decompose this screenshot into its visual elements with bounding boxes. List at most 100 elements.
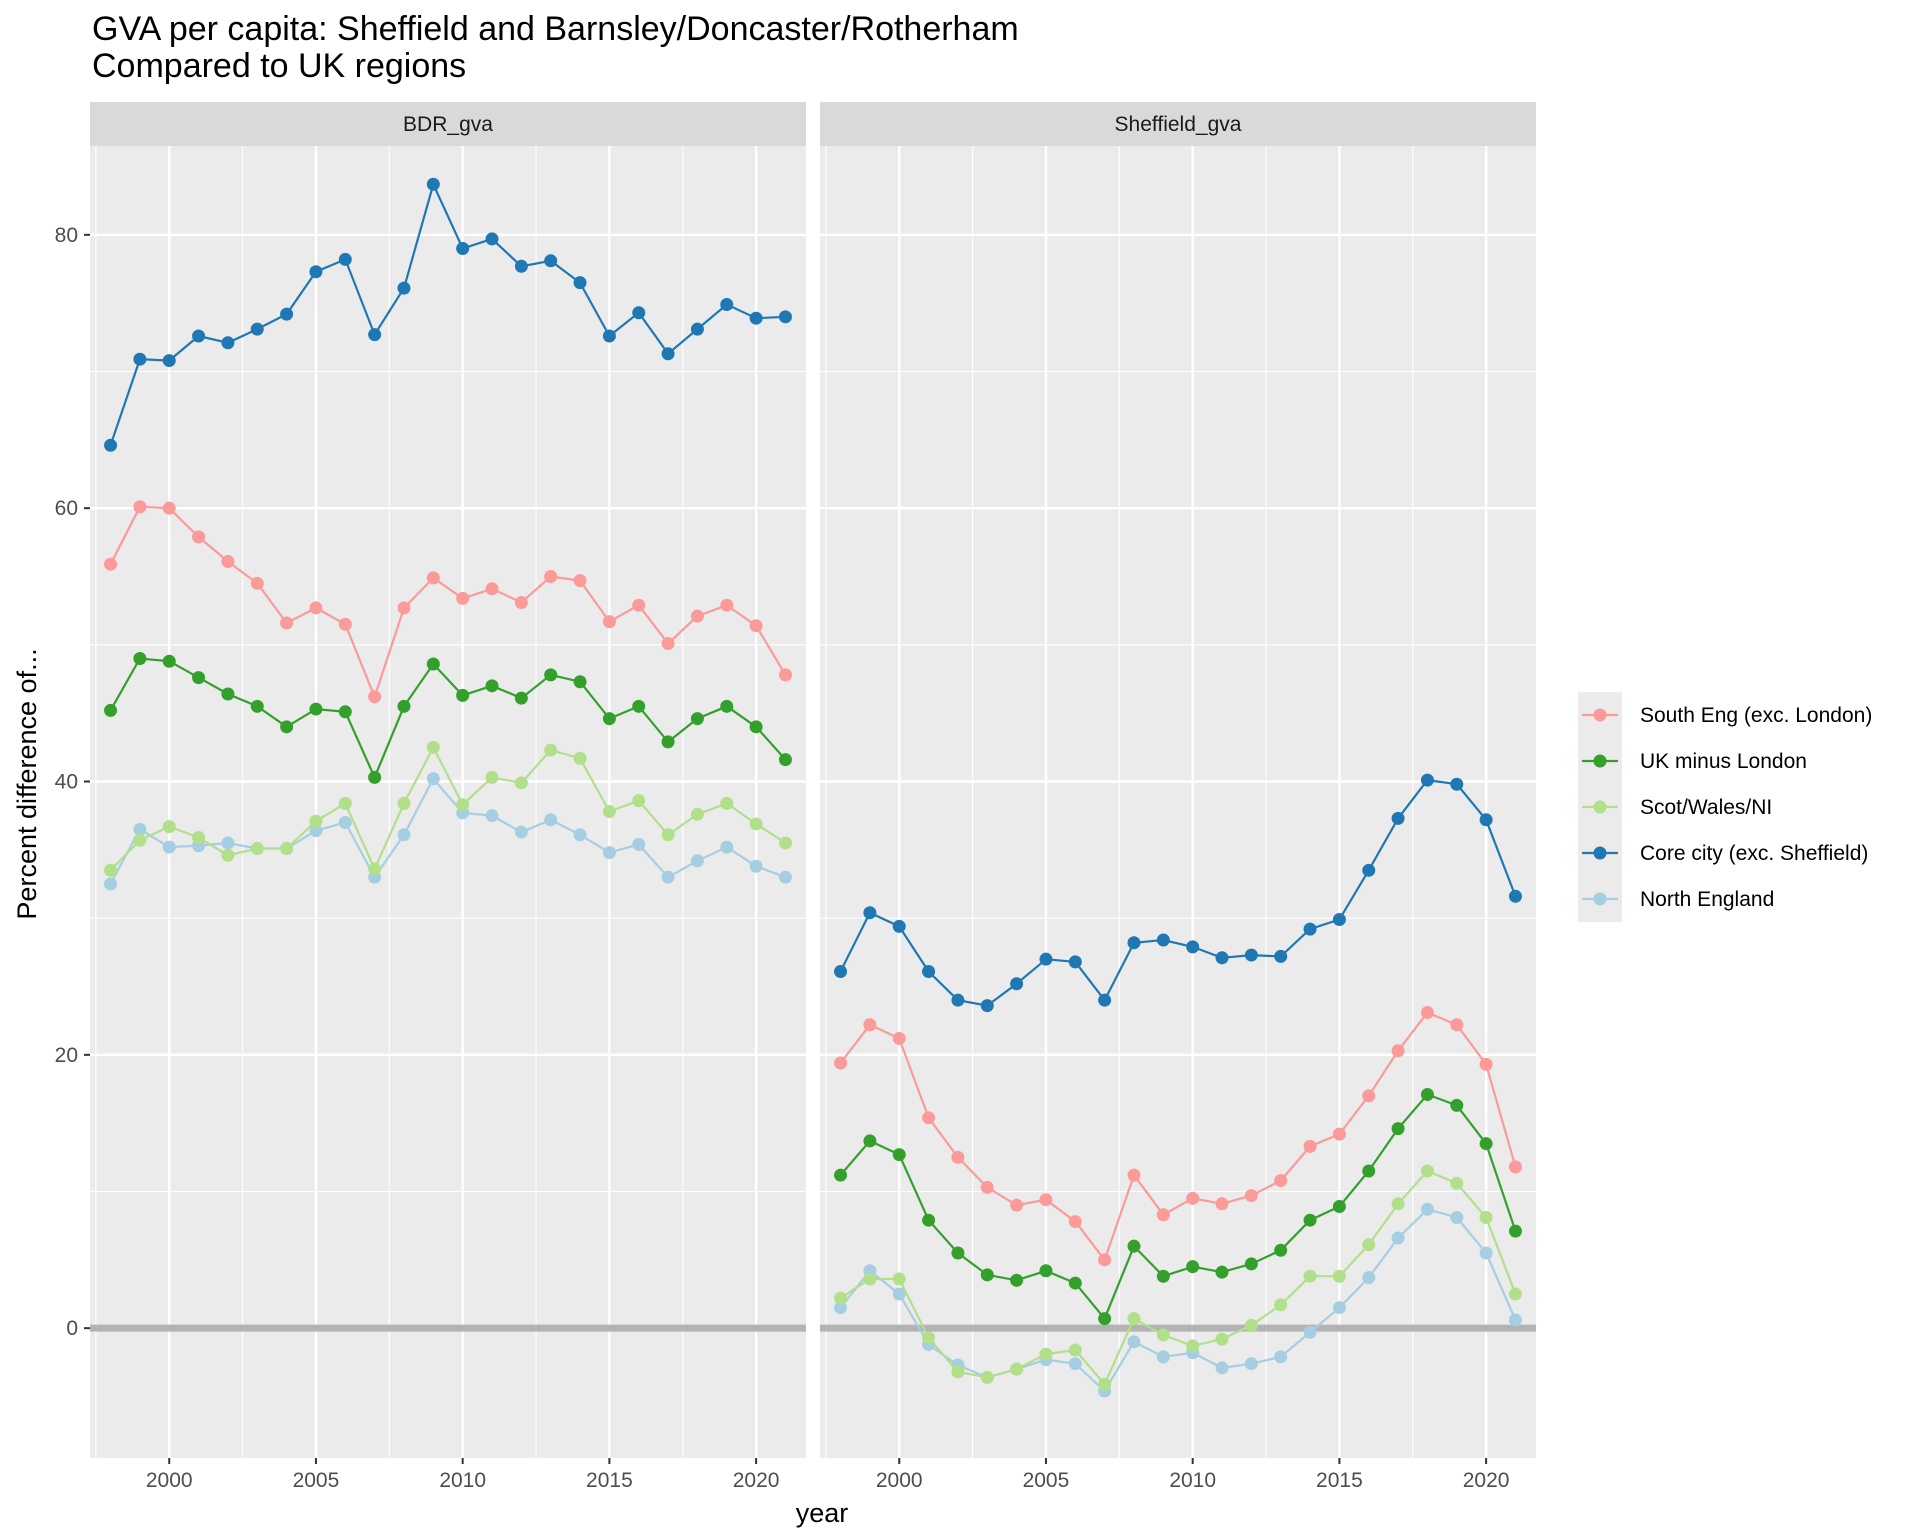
data-point: [485, 582, 499, 596]
data-point: [192, 831, 206, 845]
data-point: [1508, 1224, 1522, 1238]
data-point: [1098, 1377, 1112, 1391]
data-point: [749, 311, 763, 325]
data-point: [426, 571, 440, 585]
y-tick-label: 80: [55, 224, 78, 247]
data-point: [309, 814, 323, 828]
data-point: [1508, 1160, 1522, 1174]
data-point: [749, 720, 763, 734]
data-point: [1098, 1312, 1112, 1326]
data-point: [338, 796, 352, 810]
data-point: [1156, 1269, 1170, 1283]
legend-key-point: [1593, 800, 1607, 814]
data-point: [1274, 1174, 1288, 1188]
data-point: [690, 854, 704, 868]
data-point: [602, 329, 616, 343]
data-point: [338, 816, 352, 829]
data-point: [573, 276, 587, 290]
panel-background: [90, 146, 806, 1458]
panel-BDR_gva: BDR_gva 0 20 40 60 80 2000 2005 2010 2015 2020: [55, 102, 806, 1492]
data-point: [485, 809, 499, 823]
data-point: [104, 877, 118, 891]
data-point: [1010, 977, 1024, 991]
data-point: [1420, 1164, 1434, 1178]
data-point: [1010, 1198, 1024, 1212]
series-line: [839, 1169, 1517, 1387]
series-line: [839, 778, 1517, 1007]
data-point: [221, 848, 235, 862]
data-point: [1391, 1197, 1405, 1211]
x-tick-label: 2000: [876, 1469, 923, 1492]
data-point: [1274, 949, 1288, 963]
data-point: [1508, 889, 1522, 903]
data-point: [1098, 1253, 1112, 1267]
data-point: [280, 720, 294, 734]
data-point: [1039, 1347, 1053, 1361]
x-tick-label: 2005: [293, 1469, 340, 1492]
data-point: [1127, 1239, 1141, 1253]
data-point: [1039, 1264, 1053, 1278]
data-point: [661, 870, 675, 884]
data-point: [1362, 863, 1376, 877]
legend-key-point: [1593, 708, 1607, 722]
data-point: [485, 232, 499, 246]
data-point: [1303, 1213, 1317, 1227]
data-point: [426, 657, 440, 671]
data-point: [338, 252, 352, 266]
data-point: [1244, 1189, 1258, 1203]
data-point: [661, 347, 675, 361]
chart-title: GVA per capita: Sheffield and Barnsley/D…: [92, 10, 1019, 48]
data-point: [1362, 1271, 1376, 1285]
data-point: [778, 836, 792, 850]
data-point: [951, 1246, 965, 1260]
data-point: [162, 840, 176, 854]
data-point: [1156, 1328, 1170, 1342]
legend-item: UK minus London: [1578, 738, 1807, 784]
data-point: [892, 1148, 906, 1162]
data-point: [778, 668, 792, 682]
data-point: [720, 298, 734, 312]
data-point: [690, 322, 704, 336]
data-point: [1303, 922, 1317, 936]
data-point: [1362, 1164, 1376, 1178]
data-point: [1156, 1208, 1170, 1222]
chart-subtitle: Compared to UK regions: [92, 47, 466, 85]
data-point: [892, 919, 906, 933]
data-point: [1391, 1122, 1405, 1136]
data-point: [309, 824, 323, 838]
data-point: [309, 702, 323, 716]
data-point: [162, 354, 176, 368]
strip-label: BDR_gva: [403, 113, 493, 136]
series-line: [839, 1093, 1517, 1321]
data-point: [192, 329, 206, 343]
y-tick-label: 20: [55, 1044, 78, 1067]
data-point: [368, 328, 382, 342]
data-point: [104, 703, 118, 717]
data-point: [980, 1268, 994, 1282]
data-point: [426, 740, 440, 754]
data-point: [778, 310, 792, 324]
data-point: [1215, 1332, 1229, 1346]
data-point: [133, 833, 147, 847]
data-point: [632, 598, 646, 612]
data-point: [309, 265, 323, 279]
data-point: [1127, 1335, 1141, 1349]
data-point: [778, 870, 792, 884]
series-line: [839, 1011, 1517, 1263]
data-point: [749, 859, 763, 873]
x-tick-label: 2020: [733, 1469, 780, 1492]
series-Core city (exc. Sheffield): [834, 773, 1522, 1013]
data-point: [426, 772, 440, 786]
data-point: [250, 699, 264, 713]
data-point: [221, 554, 235, 568]
data-point: [162, 654, 176, 668]
data-point: [1156, 1350, 1170, 1364]
series-UK minus London: [834, 1087, 1522, 1326]
data-point: [192, 671, 206, 685]
data-point: [1068, 1357, 1082, 1371]
data-point: [397, 601, 411, 615]
legend-label: UK minus London: [1640, 750, 1807, 773]
data-point: [456, 242, 470, 255]
data-point: [1215, 1361, 1229, 1375]
legend-item: Scot/Wales/NI: [1578, 784, 1772, 830]
